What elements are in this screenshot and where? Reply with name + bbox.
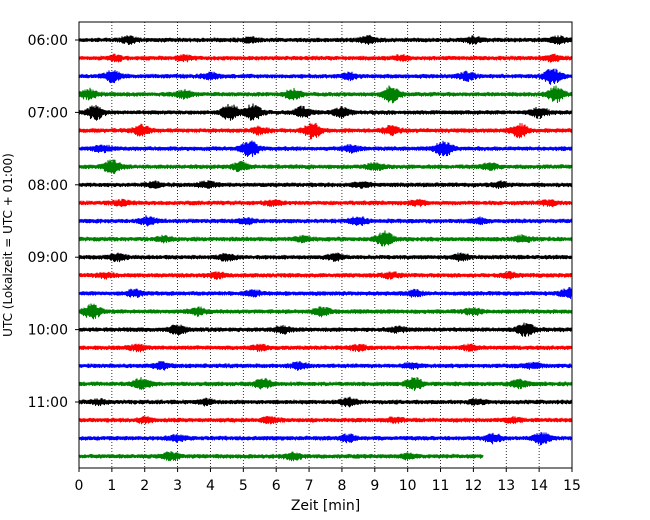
x-tick-label: 2 <box>140 478 149 494</box>
seismic-trace-line <box>78 303 573 320</box>
seismic-trace-line <box>78 159 573 175</box>
seismic-trace-line <box>78 180 573 189</box>
y-tick-label: 08:00 <box>28 178 68 194</box>
seismic-trace-line <box>78 322 573 337</box>
y-axis-label: UTC (Lokalzeit = UTC + 01:00) <box>1 153 15 337</box>
seismic-trace-line <box>78 252 573 263</box>
x-tick-label: 9 <box>370 478 379 494</box>
grid-lines <box>111 22 540 468</box>
x-tick-label: 3 <box>173 478 182 494</box>
x-axis-ticks: 0 1 2 3 4 5 6 7 8 9 10 11 12 13 14 15 <box>75 468 581 494</box>
seismic-trace-line <box>78 85 573 104</box>
seismic-traces <box>78 34 573 462</box>
seismic-trace-line <box>78 198 573 208</box>
seismic-trace-line <box>78 230 573 247</box>
y-tick-label: 10:00 <box>28 323 68 339</box>
seismic-trace-line <box>78 360 573 371</box>
seismic-trace-line <box>78 431 573 446</box>
seismic-trace-line <box>78 140 573 158</box>
x-tick-label: 4 <box>206 478 215 494</box>
x-tick-label: 11 <box>432 478 450 494</box>
y-tick-label: 07:00 <box>28 105 68 121</box>
seismic-trace-line <box>78 376 573 391</box>
x-tick-label: 6 <box>272 478 281 494</box>
x-tick-label: 10 <box>399 478 417 494</box>
seismic-trace-line <box>78 34 573 46</box>
seismic-trace-line <box>78 270 573 280</box>
x-tick-label: 15 <box>563 478 581 494</box>
x-tick-label: 1 <box>107 478 116 494</box>
x-tick-label: 8 <box>337 478 346 494</box>
plot-frame <box>78 21 573 469</box>
seismic-trace-line <box>78 68 573 85</box>
seismic-trace-line <box>78 215 573 227</box>
y-tick-label: 06:00 <box>28 33 68 49</box>
seismic-trace-line <box>78 450 484 462</box>
seismic-trace-line <box>78 343 573 353</box>
seismic-trace-line <box>78 286 573 300</box>
x-tick-label: 0 <box>75 478 84 494</box>
y-tick-label: 09:00 <box>28 250 68 266</box>
x-tick-label: 13 <box>497 478 515 494</box>
seismic-trace-line <box>78 415 573 425</box>
x-tick-label: 14 <box>530 478 548 494</box>
x-tick-label: 12 <box>464 478 482 494</box>
y-tick-label: 11:00 <box>28 395 68 411</box>
seismic-trace-line <box>78 396 573 408</box>
seismic-trace-line <box>78 53 573 63</box>
y-axis-ticks: 06:00 07:00 08:00 09:00 10:00 11:00 <box>28 33 79 411</box>
x-axis-label: Zeit [min] <box>291 498 360 514</box>
x-tick-label: 5 <box>239 478 248 494</box>
seismic-trace-line <box>78 122 573 140</box>
seismic-trace-line <box>78 103 573 121</box>
x-tick-label: 7 <box>305 478 314 494</box>
